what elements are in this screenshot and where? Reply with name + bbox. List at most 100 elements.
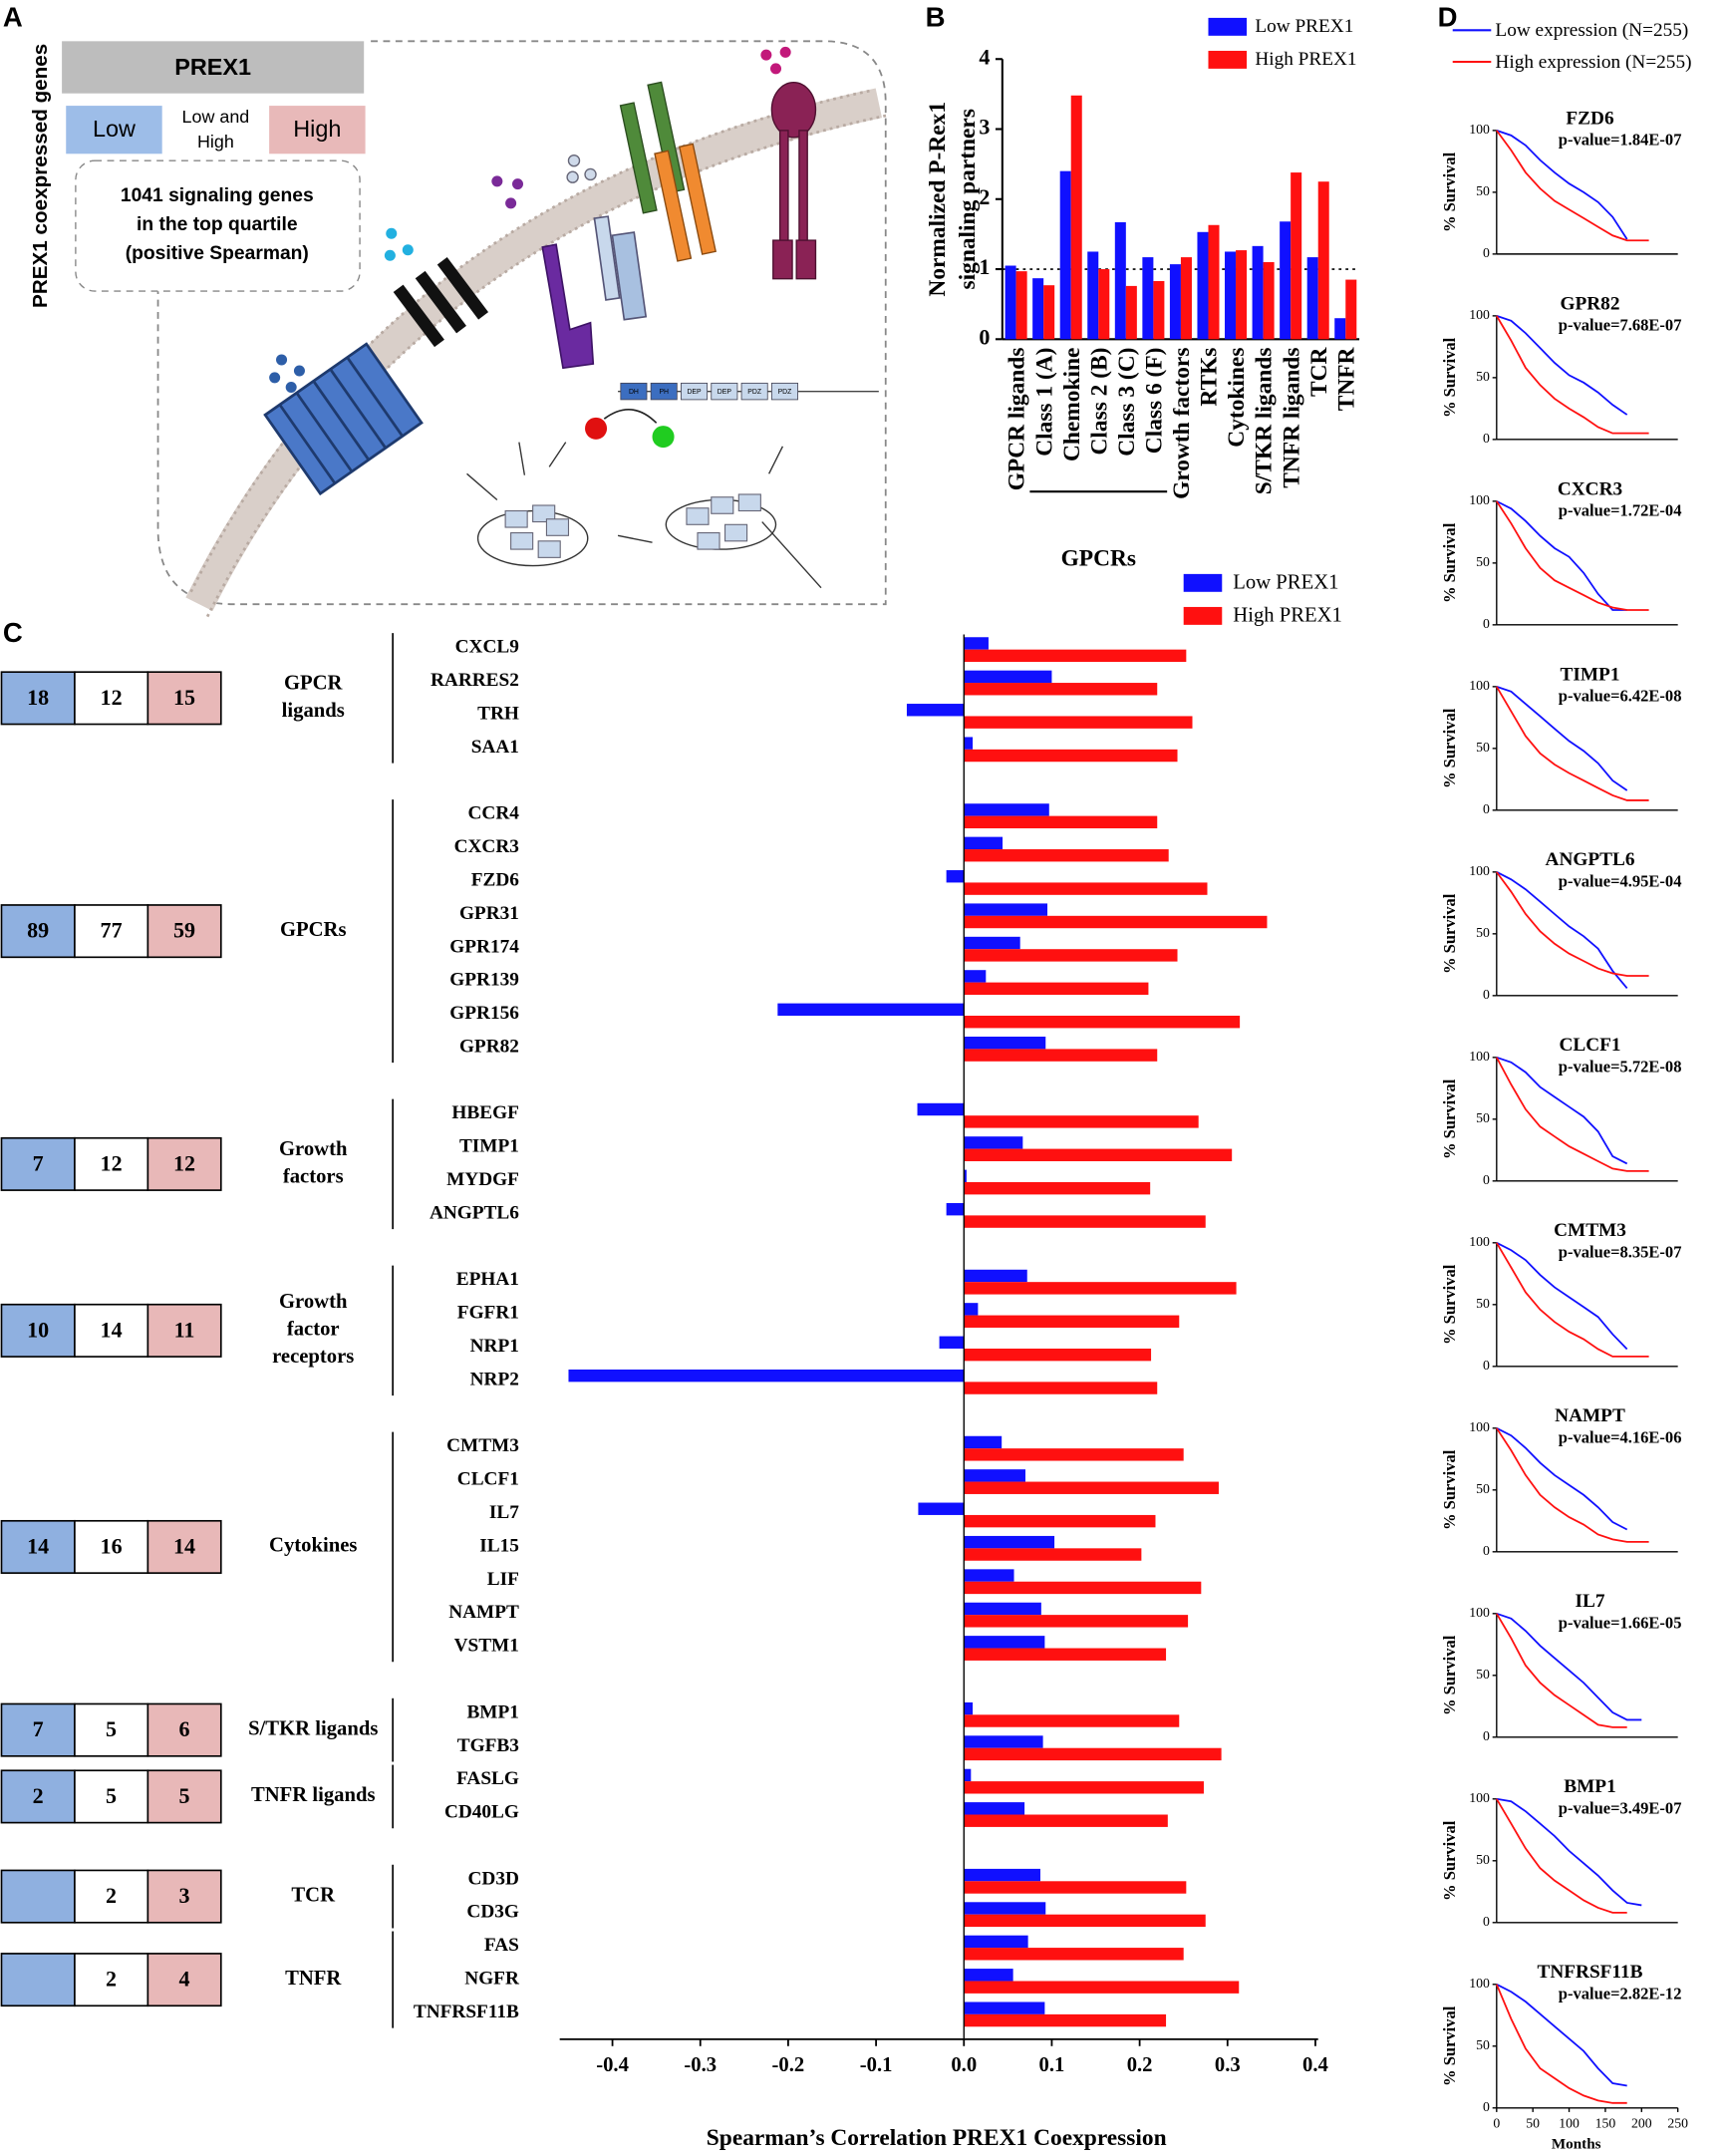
y-tick-label: 0 [1483,616,1490,631]
bar [964,670,1052,684]
x-tick-label: 100 [1559,2115,1580,2130]
count-label: 11 [174,1317,195,1342]
bar [1153,280,1165,340]
count-label: 7 [33,1150,44,1175]
gene-label: VSTM1 [454,1636,519,1657]
bar [964,1814,1168,1827]
gene-label: RARRES2 [431,670,519,691]
gene-label: IL7 [489,1502,519,1523]
panel-label: A [3,2,23,33]
y-axis-label: % Survival [1440,152,1459,232]
gene-label: TIMP1 [459,1136,519,1157]
gpcr [263,342,424,496]
bar [964,1902,1046,1915]
group-label: TNFR [285,1968,342,1990]
y-axis-label: % Survival [1440,522,1459,603]
panel-title: NAMPT [1555,1405,1625,1426]
bar [906,704,965,717]
group-label: GPCRs [1061,545,1136,571]
bar [964,716,1193,729]
membrane-edge [205,114,888,618]
y-tick-label: 50 [1476,1296,1490,1311]
y-tick-label: 50 [1476,740,1490,755]
gene-label: CD3G [466,1902,518,1923]
count-cell [74,1303,149,1358]
count-label: 12 [101,1150,123,1175]
bar [1197,231,1209,340]
bar [964,1348,1152,1362]
bar [964,2013,1167,2027]
bar [964,903,1048,916]
count-cell [0,1769,76,1824]
domain-label: DEP [687,389,702,396]
bar [1236,250,1248,340]
count-label: 4 [178,1967,189,1992]
note-line: 1041 signaling genes [121,185,314,206]
bar [964,2002,1045,2014]
high-label: High [293,116,341,142]
x-tick-label: Chemokine [1059,348,1085,462]
survival-curve [1496,1242,1628,1351]
count-cell [146,1136,222,1191]
bar [964,1269,1027,1283]
p-value: p-value=7.68E-07 [1559,316,1682,335]
y-tick-label: 50 [1476,369,1490,384]
bar [964,882,1208,895]
side-label: PREX1 coexpressed genes [29,44,52,308]
p-value: p-value=5.72E-08 [1559,1058,1682,1077]
count-cell [146,1519,222,1574]
bar [964,637,989,650]
survival-curve [1496,1983,1627,2087]
p-value: p-value=1.72E-04 [1559,501,1682,520]
survival-curve [1496,1056,1628,1165]
p-value: p-value=1.84E-07 [1559,131,1682,150]
note-line: (positive Spearman) [126,243,309,264]
count-cell [146,671,222,726]
y-tick-label: 100 [1469,122,1490,137]
bar [939,1336,965,1349]
y-axis-label: % Survival [1440,708,1459,788]
bar [964,1914,1206,1928]
bar [1059,170,1071,340]
y-tick-label: 0 [1483,1358,1490,1373]
y-tick-label: 50 [1476,1667,1490,1682]
survival-curve [1496,1613,1627,1728]
survival-curve [1496,130,1628,240]
y-axis-label: Normalized P-Rex1 [925,102,951,297]
y-tick-label: 100 [1469,1976,1490,1991]
y-axis-label: % Survival [1440,1820,1459,1901]
x-tick-label: 0.1 [1039,2054,1065,2076]
x-tick-label: TCR [1306,346,1332,397]
count-label: 7 [33,1716,44,1741]
bar [1005,265,1016,340]
gene-label: CLCF1 [457,1469,519,1490]
bar [1087,251,1099,340]
y-tick-label: 0 [1483,801,1490,816]
survival-curve [1496,1242,1649,1358]
gene-label: NGFR [464,1969,520,1990]
bar [964,683,1158,696]
count-cell [74,904,149,959]
domain-label: DEP [718,389,732,396]
count-label: 59 [173,918,195,943]
x-tick-label: Class 6 (F) [1142,348,1168,455]
bar [1125,285,1137,340]
gene-label: SAA1 [471,737,519,758]
gene-label: GPR139 [449,970,519,991]
bar [964,1115,1199,1128]
gene-label: GPR82 [459,1036,519,1057]
diagram-title: PREX1 [174,54,251,80]
survival-curve [1496,500,1627,611]
gene-label: TRH [477,703,519,724]
bar [1263,262,1275,340]
y-tick-label: 100 [1469,1049,1490,1064]
legend-label: Low expression (N=255) [1495,20,1688,41]
p-value: p-value=2.82E-12 [1559,1985,1682,2003]
count-cell [74,1519,149,1574]
count-cell [0,1953,76,2007]
gene-label: TNFRSF11B [414,2002,519,2022]
p-value: p-value=4.16E-06 [1559,1428,1682,1447]
survival-curve [1496,1612,1642,1721]
gene-label: CD3D [468,1868,519,1889]
y-tick-label: 1 [979,254,990,279]
